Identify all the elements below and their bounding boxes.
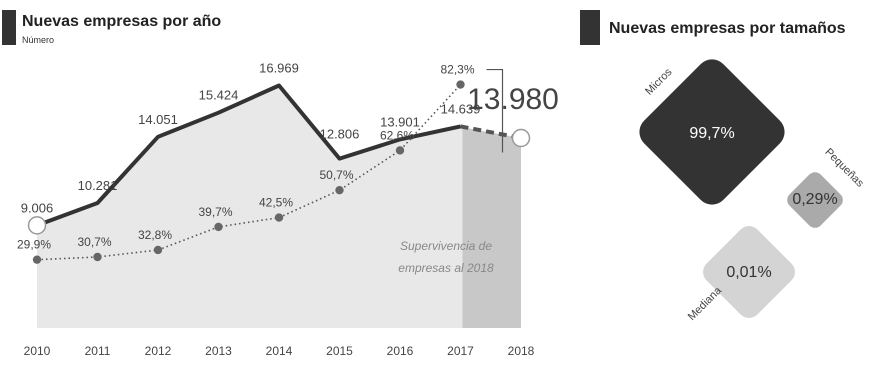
survival-label-2015: 50,7%	[319, 168, 353, 182]
survival-label-2013: 39,7%	[198, 205, 232, 219]
survival-series-line	[36, 84, 462, 261]
size-chart-title: Nuevas empresas por tamaños	[609, 20, 846, 37]
x-tick-2013: 2013	[205, 344, 232, 358]
diamond-micros	[639, 59, 785, 205]
highlight-area-2018	[462, 127, 521, 328]
diamond-value-micros: 99,7%	[689, 125, 734, 142]
main-label-2018: 13.980	[467, 83, 559, 116]
x-tick-2016: 2016	[387, 344, 414, 358]
line-chart: Supervivencia de empresas al 2018 9.006 1…	[17, 61, 559, 358]
line-chart-title: Nuevas empresas por año	[22, 13, 221, 30]
title-marker-left	[2, 10, 16, 45]
main-label-2012: 14.051	[138, 112, 178, 127]
annotation-line-1: Supervivencia de	[400, 239, 492, 253]
x-tick-2015: 2015	[326, 344, 353, 358]
line-chart-area	[37, 85, 521, 328]
survival-point-2011	[93, 252, 102, 262]
survival-label-2012: 32,8%	[138, 228, 172, 242]
x-tick-2014: 2014	[266, 344, 293, 358]
diamond-label-mediana: Mediana	[686, 284, 725, 323]
line-chart-subtitle: Número	[22, 35, 54, 45]
main-label-2010: 9.006	[21, 200, 54, 215]
annotation-bracket	[486, 68, 504, 153]
survival-point-2017	[456, 80, 465, 89]
x-tick-2017: 2017	[447, 344, 474, 358]
survival-point-2015	[335, 185, 344, 195]
survival-label-2011: 30,7%	[77, 235, 111, 249]
main-endpoint-2018	[511, 128, 531, 148]
x-tick-2012: 2012	[145, 344, 172, 358]
main-label-2011: 10.281	[78, 178, 118, 193]
survival-point-2012	[153, 245, 163, 255]
diamond-value-pequenas: 0,29%	[792, 191, 837, 208]
main-endpoint-2010	[27, 216, 47, 235]
main-series-estimate-line	[460, 124, 522, 140]
x-tick-2018: 2018	[508, 344, 535, 358]
annotation-line-2: empresas al 2018	[398, 261, 494, 275]
survival-label-2016: 62,6%	[380, 128, 414, 142]
main-label-2016: 13.901	[380, 114, 420, 129]
main-label-2015: 12.806	[320, 127, 360, 142]
survival-point-2014	[274, 213, 284, 222]
survival-label-2017: 82,3%	[440, 63, 474, 77]
survival-point-2013	[214, 222, 223, 232]
survival-label-2010: 29,9%	[17, 238, 51, 252]
diamond-label-micros: Micros	[643, 66, 675, 98]
survival-label-2014: 42,5%	[259, 196, 293, 210]
survival-point-2016	[395, 146, 405, 155]
survival-annotation: Supervivencia de empresas al 2018	[398, 68, 504, 275]
diamond-pequenas	[787, 172, 843, 228]
main-label-2014: 16.969	[259, 61, 299, 76]
title-marker-right	[580, 10, 600, 45]
main-label-2013: 15.424	[199, 88, 239, 103]
main-series-line	[36, 83, 461, 228]
diamond-value-mediana: 0,01%	[726, 264, 771, 281]
main-label-2017: 14.639	[441, 101, 481, 116]
survival-point-2010	[32, 255, 42, 264]
x-tick-2010: 2010	[24, 344, 51, 358]
diamond-mediana	[703, 226, 795, 318]
x-tick-2011: 2011	[85, 344, 111, 358]
